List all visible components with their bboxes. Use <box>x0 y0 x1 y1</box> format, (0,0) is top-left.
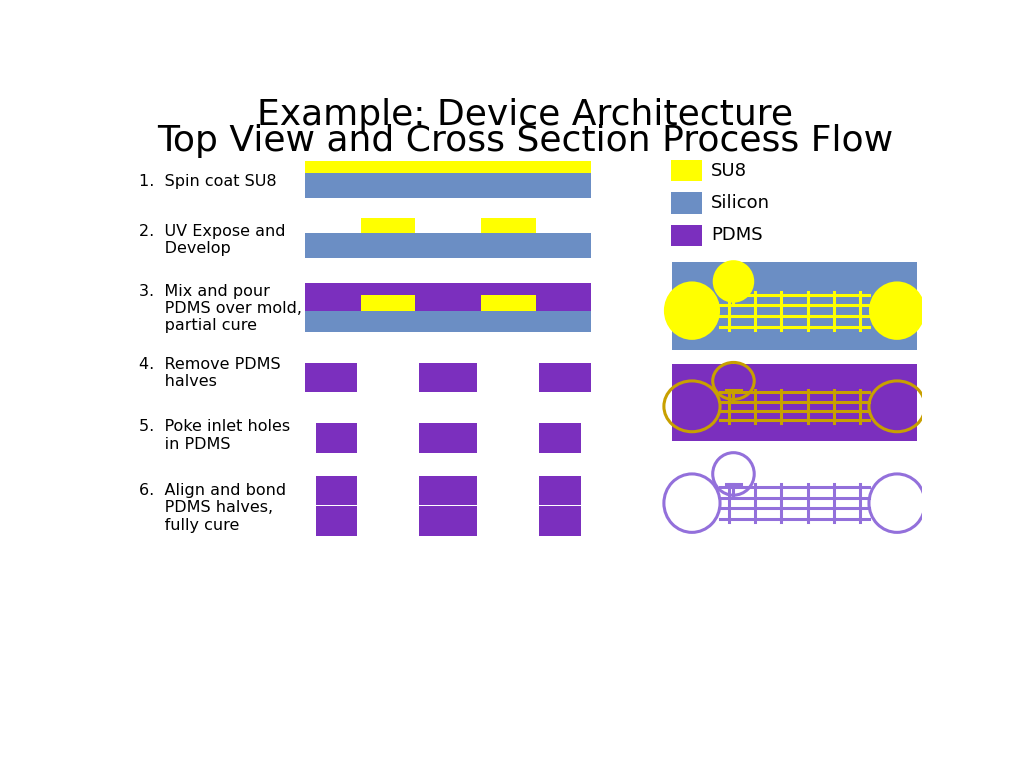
Bar <box>305 475 592 505</box>
Bar <box>357 363 420 392</box>
Bar <box>673 364 916 441</box>
Text: 4.  Remove PDMS
     halves: 4. Remove PDMS halves <box>139 357 281 389</box>
Ellipse shape <box>869 281 925 340</box>
Bar <box>305 506 315 536</box>
Text: 5.  Poke inlet holes
     in PDMS: 5. Poke inlet holes in PDMS <box>139 419 290 452</box>
Text: SU8: SU8 <box>711 162 746 180</box>
Bar <box>671 192 701 214</box>
Text: 3.  Mix and pour
     PDMS over mold,
     partial cure: 3. Mix and pour PDMS over mold, partial … <box>139 283 302 333</box>
Bar <box>357 423 420 452</box>
Text: 6.  Align and bond
     PDMS halves,
     fully cure: 6. Align and bond PDMS halves, fully cur… <box>139 483 286 533</box>
Bar <box>671 224 701 247</box>
Bar <box>481 296 536 311</box>
Bar <box>581 506 592 536</box>
Text: PDMS: PDMS <box>711 227 763 244</box>
Text: Top View and Cross Section Process Flow: Top View and Cross Section Process Flow <box>157 124 893 157</box>
Bar <box>305 363 592 392</box>
Text: 2.  UV Expose and
     Develop: 2. UV Expose and Develop <box>139 223 286 257</box>
Ellipse shape <box>664 281 720 340</box>
Bar <box>305 423 592 452</box>
Text: 1.  Spin coat SU8: 1. Spin coat SU8 <box>139 174 276 189</box>
Bar <box>305 475 315 505</box>
Bar <box>305 311 592 333</box>
Bar <box>477 363 539 392</box>
Text: Example: Device Architecture: Example: Device Architecture <box>257 98 793 132</box>
Bar <box>305 161 592 173</box>
Bar <box>581 423 592 452</box>
Bar <box>305 506 592 536</box>
Text: Silicon: Silicon <box>711 194 770 212</box>
Bar <box>305 233 592 258</box>
Bar <box>477 423 539 452</box>
Bar <box>357 475 420 505</box>
Bar <box>305 283 592 311</box>
Bar <box>581 475 592 505</box>
Bar <box>305 173 592 197</box>
Bar <box>481 217 536 233</box>
Bar <box>357 506 420 536</box>
Bar <box>477 506 539 536</box>
Bar <box>305 423 315 452</box>
Bar <box>671 160 701 181</box>
Bar <box>673 262 916 350</box>
Bar <box>360 217 415 233</box>
Bar <box>360 296 415 311</box>
Bar <box>477 475 539 505</box>
Ellipse shape <box>713 260 755 303</box>
